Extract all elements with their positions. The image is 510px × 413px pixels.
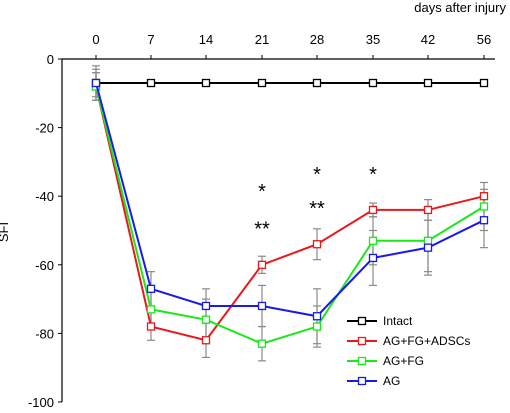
legend-label: Intact — [383, 314, 413, 328]
significance-annotation: ** — [254, 219, 270, 241]
significance-annotation: * — [313, 164, 321, 186]
data-point — [312, 240, 322, 249]
y-tick-label: 0 — [47, 52, 54, 67]
x-tick-label: 7 — [147, 32, 154, 47]
legend-label: AG — [383, 374, 400, 388]
significance-annotation: * — [258, 181, 266, 203]
x-tick-label: 28 — [310, 32, 324, 47]
data-point — [201, 336, 211, 345]
data-point — [257, 339, 267, 348]
series-ag-fg — [91, 82, 489, 348]
x-tick-label: 0 — [92, 32, 99, 47]
data-point — [423, 205, 433, 215]
series-line — [95, 82, 485, 318]
legend-swatch-marker — [357, 356, 367, 366]
legend-entry: AG+FG+ADSCs — [347, 334, 470, 348]
data-point — [312, 78, 322, 88]
data-point — [368, 78, 378, 88]
legend-swatch-marker — [357, 376, 367, 386]
series-line — [95, 86, 485, 342]
series-line — [95, 86, 485, 345]
data-point — [423, 78, 433, 88]
data-point — [312, 312, 322, 321]
data-point — [257, 78, 267, 88]
x-tick-label: 56 — [477, 32, 491, 47]
y-axis-title: SFI — [0, 222, 11, 242]
legend-entry: AG+FG — [347, 354, 424, 368]
x-tick-label: 14 — [199, 32, 213, 47]
x-tick-label: 21 — [255, 32, 269, 47]
x-axis-title: days after injury — [414, 0, 506, 15]
data-point — [423, 236, 433, 245]
series-ag — [91, 78, 489, 321]
y-tick-label: -20 — [35, 121, 54, 136]
series-intact — [91, 78, 489, 88]
x-tick-label: 35 — [366, 32, 380, 47]
data-point — [423, 243, 433, 252]
data-point — [91, 78, 101, 88]
data-point — [368, 253, 378, 263]
series-layer — [91, 78, 489, 348]
y-tick-label: -100 — [28, 395, 54, 410]
data-point — [479, 202, 489, 211]
significance-annotation: ** — [309, 198, 325, 220]
y-tick-label: -40 — [35, 189, 54, 204]
legend: Intact AG+FG+ADSCs AG+FG AG — [347, 314, 470, 388]
data-point — [368, 205, 378, 215]
data-point — [368, 236, 378, 245]
series-ag-fg-adscs — [91, 82, 489, 345]
data-point — [201, 78, 211, 88]
data-point — [146, 322, 156, 331]
data-point — [312, 322, 322, 331]
data-point — [257, 260, 267, 269]
legend-entry: AG — [347, 374, 400, 388]
y-tick-label: -60 — [35, 258, 54, 273]
data-point — [146, 78, 156, 88]
data-point — [479, 192, 489, 201]
legend-label: AG+FG+ADSCs — [383, 334, 470, 348]
data-point — [479, 216, 489, 225]
data-point — [201, 301, 211, 311]
y-tick-label: -80 — [35, 326, 54, 341]
legend-entry: Intact — [347, 314, 413, 328]
annotations-layer: ******* — [254, 164, 377, 241]
data-point — [146, 305, 156, 314]
legend-swatch-marker — [357, 316, 367, 326]
axes: 0 7 14 21 28 35 42 56 0 -20 -40 -60 -80 -100 — [28, 32, 495, 410]
data-point — [257, 301, 267, 311]
significance-annotation: * — [369, 164, 377, 186]
data-point — [201, 315, 211, 324]
data-point — [479, 78, 489, 88]
legend-swatch-marker — [357, 336, 367, 346]
data-point — [146, 284, 156, 293]
legend-label: AG+FG — [383, 354, 424, 368]
x-tick-label: 42 — [421, 32, 435, 47]
